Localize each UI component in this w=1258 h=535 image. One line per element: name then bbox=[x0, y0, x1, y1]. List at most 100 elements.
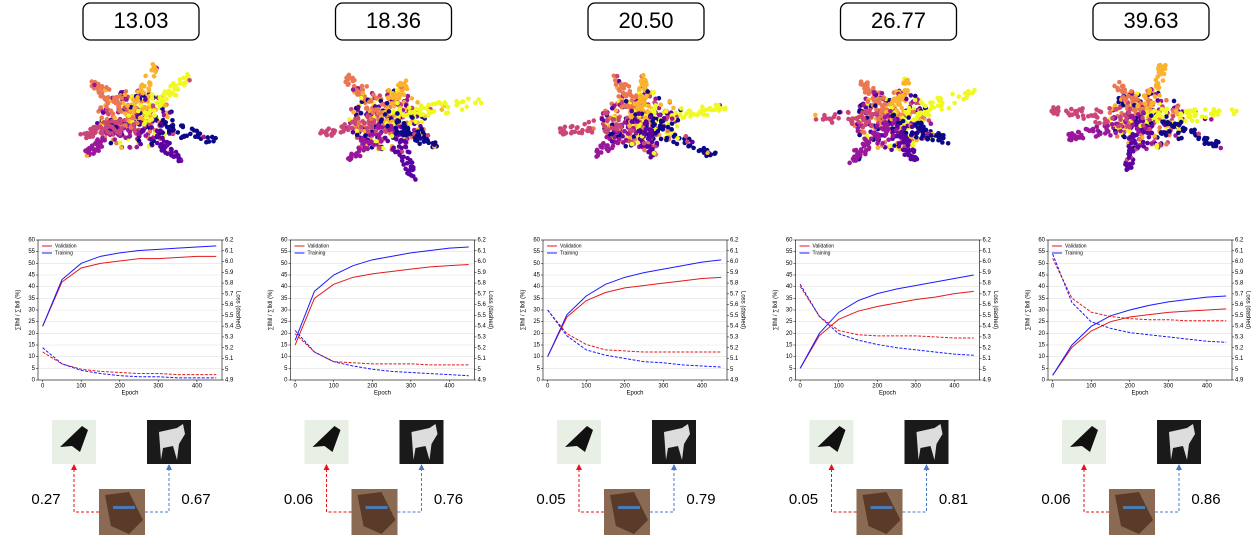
tsne-point bbox=[914, 135, 919, 140]
tsne-point bbox=[143, 97, 148, 102]
tsne-point bbox=[106, 120, 111, 125]
tsne-point bbox=[138, 142, 143, 147]
tsne-point bbox=[641, 98, 646, 103]
y-tick-label: 25 bbox=[281, 319, 288, 325]
y-axis-label: ∑‖h‖ / ∑‖x‖ (%) bbox=[16, 290, 22, 331]
tsne-point bbox=[862, 130, 867, 135]
tsne-point bbox=[605, 130, 610, 135]
tsne-point bbox=[413, 111, 418, 116]
tsne-point bbox=[1155, 119, 1160, 124]
y-tick-label: 40 bbox=[1038, 284, 1045, 290]
y-tick-label: 60 bbox=[28, 238, 35, 244]
tsne-point bbox=[909, 93, 914, 98]
tsne-point bbox=[397, 152, 402, 157]
x-tick-label: 200 bbox=[872, 384, 883, 390]
x-tick-label: 200 bbox=[620, 384, 631, 390]
tsne-point bbox=[700, 105, 705, 110]
tsne-point bbox=[406, 149, 411, 154]
tsne-point bbox=[911, 157, 916, 162]
tsne-point bbox=[597, 150, 602, 155]
y-tick-label: 35 bbox=[786, 296, 793, 302]
tsne-point bbox=[659, 137, 664, 142]
tsne-point bbox=[1170, 124, 1175, 129]
tsne-point bbox=[904, 78, 909, 83]
tsne-point bbox=[161, 118, 166, 123]
tsne-point bbox=[645, 89, 650, 94]
tsne-point bbox=[627, 124, 632, 129]
tsne-point bbox=[651, 124, 656, 129]
tsne-point bbox=[143, 133, 148, 138]
tsne-point bbox=[642, 103, 647, 108]
tsne-point bbox=[169, 147, 174, 152]
y2-tick-label: 5.6 bbox=[225, 302, 234, 308]
y-tick-label: 45 bbox=[1038, 273, 1045, 279]
x-tick-label: 0 bbox=[1051, 384, 1055, 390]
tsne-point bbox=[1203, 115, 1208, 120]
legend-label: Validation bbox=[813, 243, 835, 249]
y2-tick-label: 5.4 bbox=[1235, 324, 1244, 330]
tsne-point bbox=[181, 76, 186, 81]
tsne-point bbox=[173, 154, 178, 159]
y2-tick-label: 5.6 bbox=[478, 302, 487, 308]
tsne-point bbox=[836, 116, 841, 121]
tsne-point bbox=[610, 139, 615, 144]
tsne-point bbox=[957, 94, 962, 99]
tsne-point bbox=[331, 131, 336, 136]
arrow-right bbox=[1155, 467, 1179, 512]
similarity-right: 0.81 bbox=[939, 491, 968, 508]
tsne-point bbox=[1123, 162, 1128, 167]
y2-tick-label: 6.2 bbox=[730, 238, 739, 244]
tsne-point bbox=[898, 98, 903, 103]
y2-tick-label: 5.6 bbox=[730, 302, 739, 308]
series-line bbox=[295, 265, 469, 346]
tsne-point bbox=[1230, 107, 1235, 112]
tsne-point bbox=[1164, 133, 1169, 138]
tsne-point bbox=[1216, 112, 1221, 117]
y2-tick-label: 4.9 bbox=[1235, 378, 1244, 384]
tsne-point bbox=[111, 111, 116, 116]
tsne-point bbox=[642, 85, 647, 90]
tsne-point bbox=[880, 141, 885, 146]
tsne-point bbox=[641, 73, 646, 78]
series-line bbox=[295, 334, 469, 365]
tsne-point bbox=[642, 141, 647, 146]
tsne-point bbox=[1136, 112, 1141, 117]
y-tick-label: 10 bbox=[1038, 354, 1045, 360]
y-tick-label: 25 bbox=[533, 319, 540, 325]
tsne-point bbox=[1121, 84, 1126, 89]
x-axis-label: Epoch bbox=[879, 391, 896, 397]
tsne-point bbox=[163, 150, 168, 155]
tsne-point bbox=[886, 137, 891, 142]
tsne-point bbox=[136, 109, 141, 114]
tsne-point bbox=[1192, 128, 1197, 133]
tsne-point bbox=[1069, 112, 1074, 117]
tsne-point bbox=[644, 127, 649, 132]
tsne-point bbox=[837, 110, 842, 115]
legend-label: Training bbox=[813, 250, 831, 256]
tsne-point bbox=[152, 108, 157, 113]
y2-axis-label: Loss (dashed) bbox=[739, 291, 745, 329]
tsne-point bbox=[109, 141, 114, 146]
y-tick-label: 25 bbox=[786, 319, 793, 325]
tsne-point bbox=[867, 119, 872, 124]
tsne-point bbox=[906, 115, 911, 120]
tsne-point bbox=[1147, 135, 1152, 140]
tsne-point bbox=[356, 105, 361, 110]
tsne-point bbox=[366, 129, 371, 134]
y2-tick-label: 6.1 bbox=[983, 248, 992, 254]
tsne-point bbox=[385, 124, 390, 129]
tsne-point bbox=[1133, 141, 1138, 146]
y-tick-label: 15 bbox=[281, 343, 288, 349]
arrow-right bbox=[650, 467, 674, 512]
y2-tick-label: 5.5 bbox=[225, 313, 234, 319]
series-line bbox=[1053, 258, 1227, 320]
tsne-point bbox=[813, 113, 818, 118]
legend-label: Training bbox=[308, 250, 326, 256]
tsne-point bbox=[947, 106, 952, 111]
tsne-point bbox=[1141, 144, 1146, 149]
tsne-point bbox=[318, 131, 323, 136]
tsne-point bbox=[914, 131, 919, 136]
tsne-point bbox=[599, 145, 604, 150]
tsne-point bbox=[577, 130, 582, 135]
score: 18.36 bbox=[366, 8, 421, 33]
